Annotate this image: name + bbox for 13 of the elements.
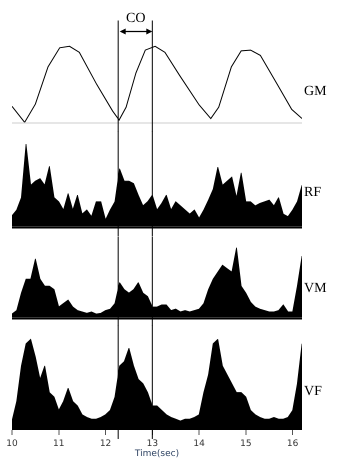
series-label: VM: [304, 281, 328, 296]
x-tick-label: 11: [53, 438, 64, 449]
series-label: GM: [304, 84, 328, 99]
x-tick-label: 15: [240, 438, 252, 449]
x-axis-title: Time(sec): [134, 449, 180, 460]
x-tick-label: 16: [286, 438, 299, 449]
x-tick-label: 14: [193, 438, 206, 449]
series-label: RF: [304, 185, 322, 200]
x-tick-label: 12: [100, 438, 112, 449]
text: CO: [126, 11, 146, 26]
x-tick-label: 10: [6, 438, 18, 449]
series-label: VF: [304, 384, 322, 399]
x-tick-label: 13: [146, 438, 158, 449]
